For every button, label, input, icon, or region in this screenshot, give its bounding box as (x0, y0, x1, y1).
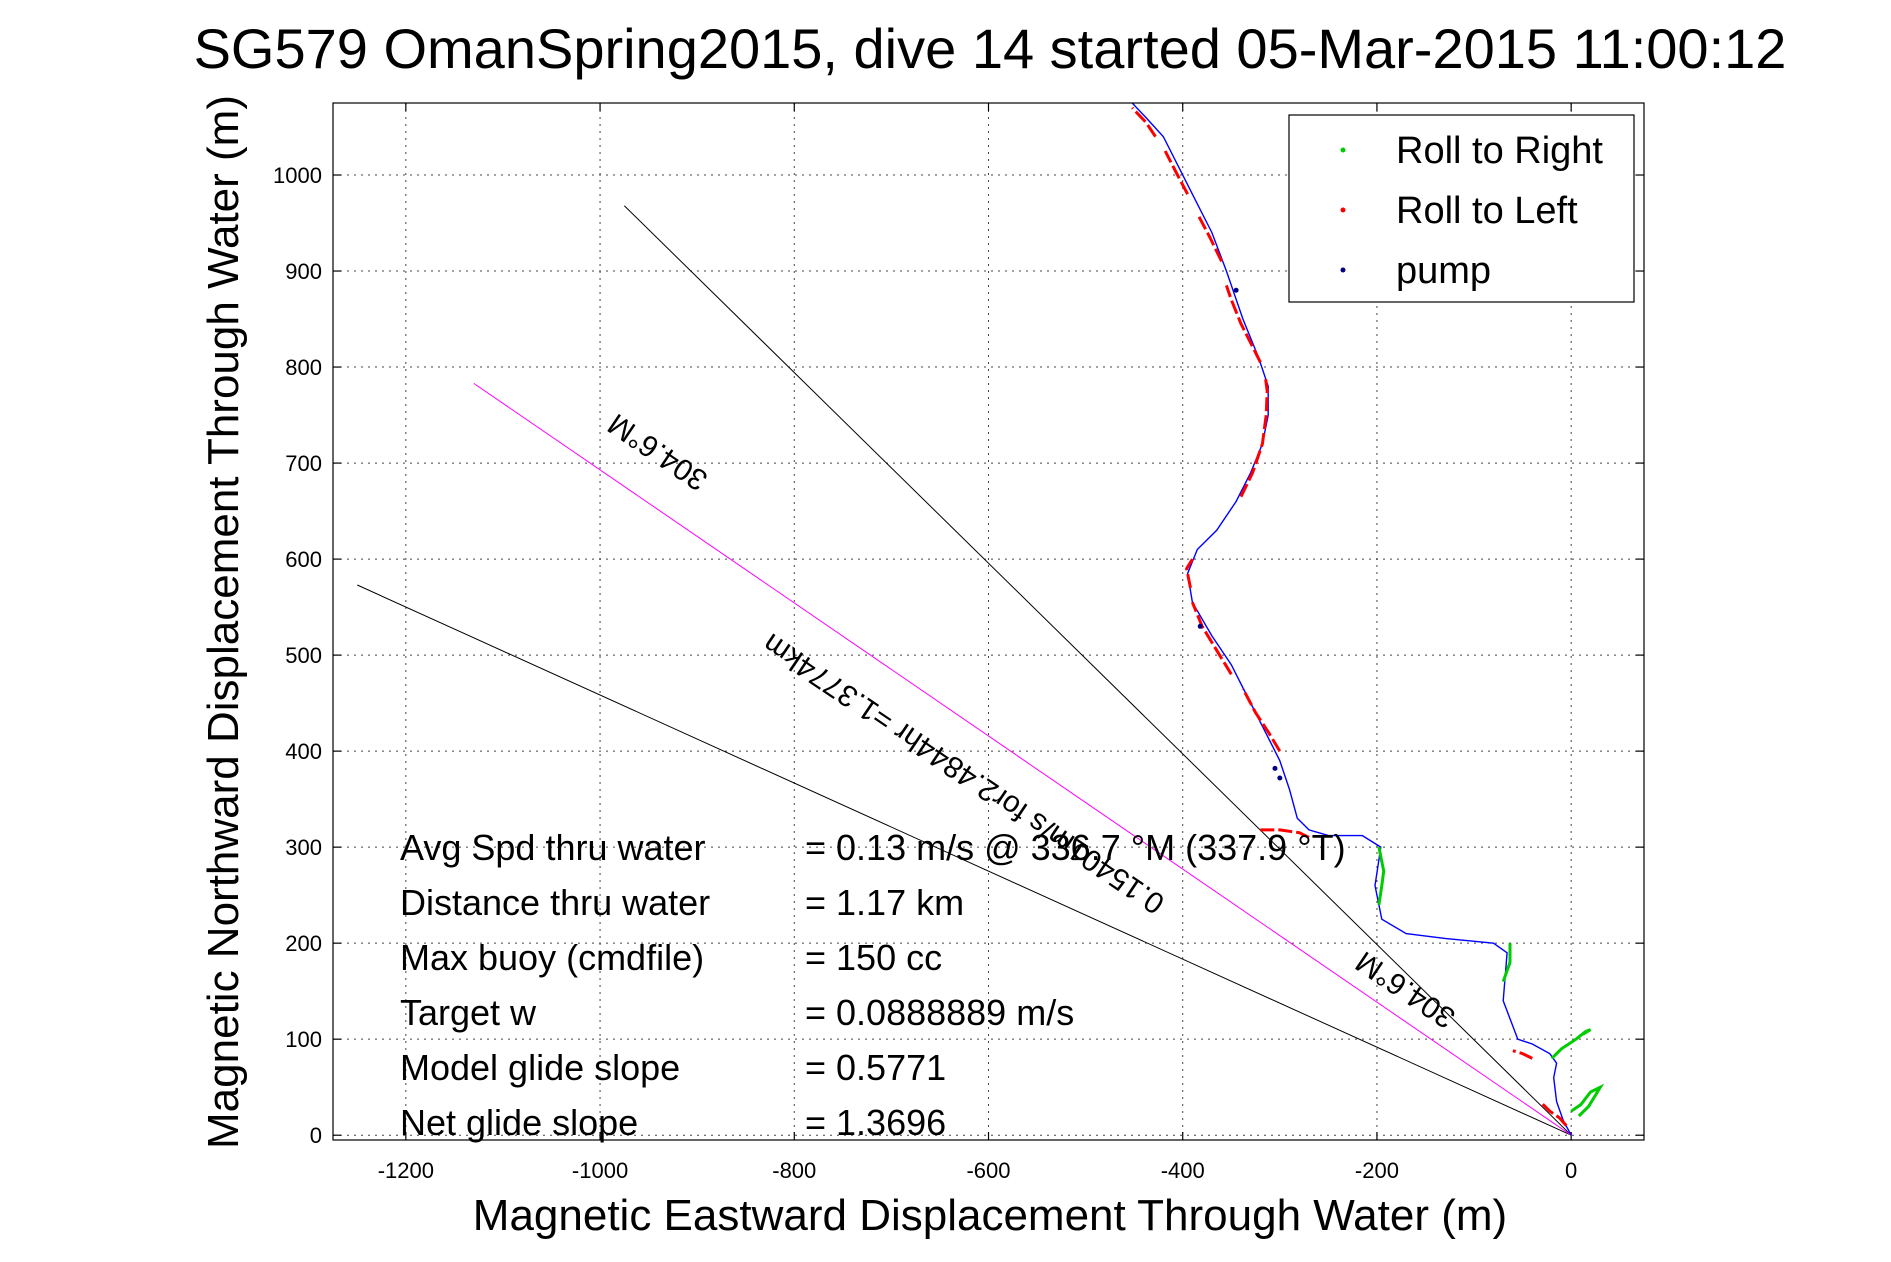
roll-left-segment (1163, 150, 1189, 195)
roll-left-segment (1195, 212, 1223, 263)
legend-box (1288, 114, 1635, 303)
x-tick-label: -400 (1161, 1158, 1205, 1183)
stat-value: = 1.17 km (805, 882, 964, 923)
roll-right-segment (1377, 846, 1386, 906)
y-tick-label: 700 (285, 451, 322, 476)
stat-value: = 0.0888889 m/s (805, 992, 1074, 1033)
x-tick-label: -1000 (572, 1158, 628, 1183)
roll-left-segment (1260, 828, 1310, 839)
roll-right-segment (1550, 1028, 1592, 1060)
y-tick-label: 500 (285, 643, 322, 668)
stats-block: Avg Spd thru water = 0.13 m/s @ 336.7 °M … (400, 827, 1346, 1143)
x-axis-label: Magnetic Eastward Displacement Through W… (473, 1191, 1507, 1240)
legend-label: pump (1396, 250, 1491, 292)
legend-label: Roll to Left (1396, 190, 1578, 232)
y-tick-label: 200 (285, 931, 322, 956)
roll-left-segment (1539, 1100, 1568, 1127)
pump-point (1272, 765, 1278, 771)
roll-left-segment (1241, 687, 1282, 752)
stat-label: Target w (400, 992, 537, 1033)
stat-label: Net glide slope (400, 1102, 638, 1143)
roll-left-segment (1224, 284, 1262, 363)
stat-value: = 0.5771 (805, 1047, 946, 1088)
legend-marker (1340, 267, 1346, 273)
roll-left-segment (1185, 558, 1194, 589)
y-tick-label: 100 (285, 1027, 322, 1052)
x-tick-label: -600 (966, 1158, 1010, 1183)
line-labels: 304.6°M0.15401m/s for2.4844hr =1.3774km3… (602, 407, 1461, 1035)
x-tick-label: -1200 (378, 1158, 434, 1183)
x-tick-labels: -1200 -1000 -800 -600 -400 -200 0 (378, 1158, 1578, 1183)
roll-left-segment (1191, 601, 1233, 676)
stat-value: = 1.3696 (805, 1102, 946, 1143)
legend-label: Roll to Right (1396, 130, 1603, 172)
legend: Roll to Right Roll to Left pump (1288, 114, 1635, 303)
stat-label: Max buoy (cmdfile) (400, 937, 704, 978)
legend-marker (1340, 207, 1346, 213)
plot-area (357, 102, 1605, 1136)
reference-line (473, 382, 1572, 1136)
roll-right-segment (1570, 1083, 1605, 1118)
y-tick-label: 600 (285, 547, 322, 572)
line-label: 304.6°M (1350, 944, 1461, 1034)
axes-box (332, 102, 1645, 1141)
x-tick-label: 0 (1565, 1158, 1577, 1183)
pump-point (1197, 623, 1203, 629)
y-tick-label: 300 (285, 835, 322, 860)
y-axis-label: Magnetic Northward Displacement Through … (199, 95, 248, 1149)
chart-title: SG579 OmanSpring2015, dive 14 started 05… (194, 17, 1787, 80)
stat-label: Model glide slope (400, 1047, 680, 1088)
pump-point (1277, 775, 1283, 781)
line-label: 0.15401m/s for2.4844hr =1.3774km (757, 627, 1170, 921)
track-line (1131, 102, 1572, 1136)
y-tick-label: 1000 (273, 163, 322, 188)
y-tick-label: 900 (285, 259, 322, 284)
roll-left-segment (1131, 106, 1157, 138)
roll-right-segment (1501, 943, 1512, 983)
roll-left-segment (1239, 376, 1269, 498)
roll-left-segment (1512, 1049, 1533, 1060)
y-tick-label: 400 (285, 739, 322, 764)
stat-value: = 150 cc (805, 937, 942, 978)
x-tick-label: -800 (772, 1158, 816, 1183)
stat-label: Avg Spd thru water (400, 827, 706, 868)
y-tick-label: 800 (285, 355, 322, 380)
stat-label: Distance thru water (400, 882, 710, 923)
reference-line (623, 205, 1572, 1136)
y-tick-labels: 0 100 200 300 400 500 600 700 800 900 1000 (273, 163, 322, 1148)
legend-marker (1340, 147, 1346, 153)
x-tick-label: -200 (1355, 1158, 1399, 1183)
reference-line (357, 584, 1572, 1136)
pump-point (1233, 287, 1239, 293)
stat-value: = 0.13 m/s @ 336.7 °M (337.9 °T) (805, 827, 1346, 868)
y-tick-label: 0 (310, 1123, 322, 1148)
